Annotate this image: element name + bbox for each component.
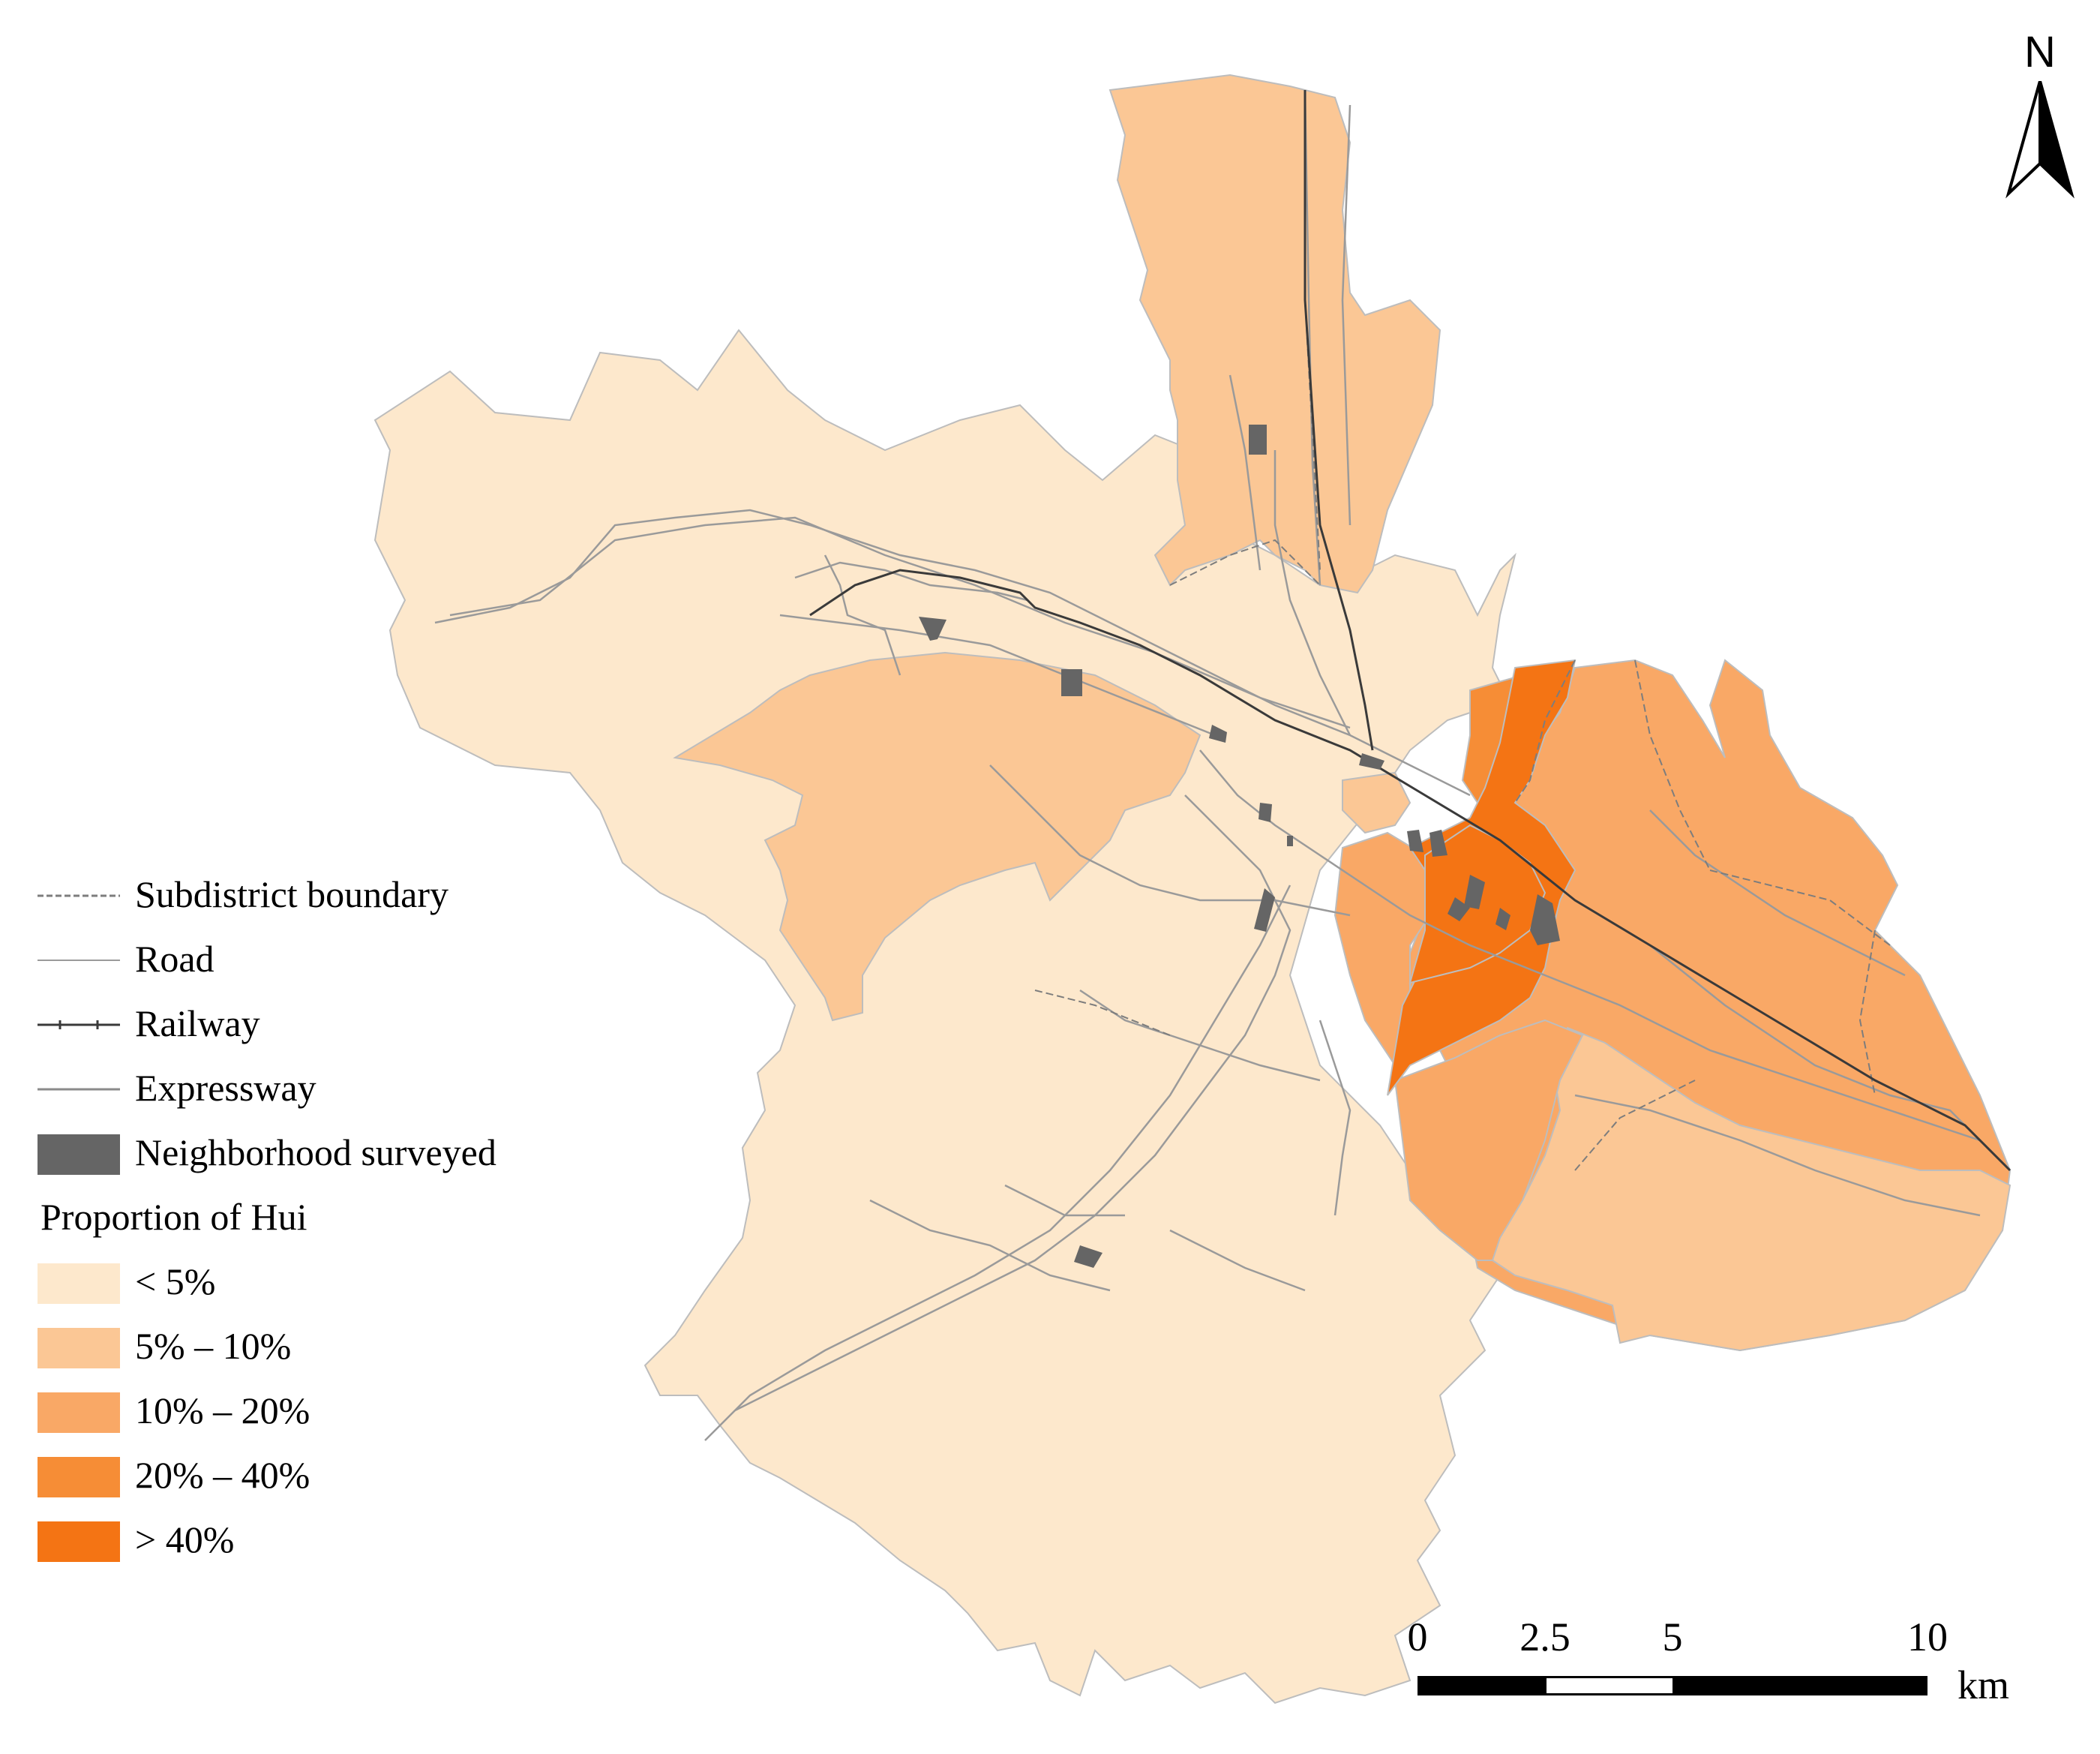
legend-expressway: Expressway	[38, 1056, 608, 1121]
legend-class-5: > 40%	[38, 1508, 608, 1572]
neighborhood-2	[919, 617, 946, 641]
scale-tick-5: 5	[1662, 1614, 1683, 1659]
railway-lines	[809, 90, 2012, 1172]
neighborhood-swatch	[38, 1134, 120, 1175]
legend-title-row: Proportion of Hui	[38, 1185, 608, 1250]
legend-title: Proportion of Hui	[40, 1196, 308, 1238]
neighborhood-14	[1496, 908, 1510, 930]
legend-label-subdistrict-boundary: Subdistrict boundary	[135, 873, 449, 915]
class-swatch-1	[38, 1263, 120, 1304]
legend-road: Road	[38, 927, 608, 992]
scale-seg-2	[1546, 1678, 1672, 1693]
scale-seg-3	[1672, 1678, 1925, 1693]
neighborhood-15	[1074, 1245, 1102, 1268]
scale-segments	[1418, 1676, 1928, 1695]
legend-label-neighborhood: Neighborhood surveyed	[135, 1131, 496, 1173]
legend-class-label-2: 5% – 10%	[135, 1325, 292, 1367]
legend-class-label-1: < 5%	[135, 1260, 216, 1302]
scale-unit: km	[1958, 1662, 2010, 1707]
legend-class-label-4: 20% – 40%	[135, 1454, 310, 1496]
district-center-5to10	[1342, 771, 1412, 834]
scale-bar: 0 2.5 5 10 km	[1395, 1613, 2040, 1725]
neighborhood-12	[1448, 897, 1470, 921]
north-label: N	[2024, 28, 2056, 77]
neighborhood-9	[1407, 830, 1424, 852]
subdistrict-boundary-line-icon	[38, 879, 120, 912]
neighborhood-10	[1430, 830, 1448, 857]
neighborhood-6	[1258, 803, 1272, 822]
legend-railway: Railway	[38, 992, 608, 1056]
neighborhood-11	[1464, 875, 1485, 909]
base-district-layer	[374, 74, 2012, 1704]
legend-class-2: 5% – 10%	[38, 1314, 608, 1379]
legend-subdistrict-boundary: Subdistrict boundary	[38, 863, 608, 927]
class-swatch-4	[38, 1457, 120, 1497]
map-legend: Subdistrict boundary Road Railway Expres…	[38, 863, 608, 1572]
class-swatch-5	[38, 1521, 120, 1562]
legend-class-label-5: > 40%	[135, 1518, 235, 1560]
class-swatch-2	[38, 1328, 120, 1368]
scale-tick-0: 0	[1407, 1614, 1428, 1659]
scale-tick-10: 10	[1907, 1614, 1948, 1659]
neighborhood-7	[1287, 836, 1293, 846]
railway-line-icon	[38, 1008, 120, 1041]
legend-label-expressway: Expressway	[135, 1067, 316, 1109]
neighborhood-8	[1254, 888, 1275, 932]
legend-neighborhood-surveyed: Neighborhood surveyed	[38, 1121, 608, 1185]
class-swatch-3	[38, 1392, 120, 1433]
legend-class-3: 10% – 20%	[38, 1379, 608, 1443]
neighborhood-3	[1061, 669, 1082, 696]
neighborhood-13	[1530, 894, 1560, 945]
road-line-icon	[38, 944, 120, 977]
neighborhoods-surveyed	[919, 425, 1560, 1268]
neighborhood-5	[1359, 753, 1384, 770]
north-arrow: N	[1995, 30, 2085, 210]
neighborhood-1	[1249, 425, 1267, 455]
legend-class-label-3: 10% – 20%	[135, 1389, 310, 1431]
north-arrow-icon	[2006, 81, 2074, 199]
expressway-line-icon	[38, 1073, 120, 1106]
scale-tick-2-5: 2.5	[1520, 1614, 1570, 1659]
legend-label-road: Road	[135, 938, 214, 980]
district-north-5to10	[1108, 74, 1442, 594]
district-west-5to10	[673, 651, 1202, 1022]
legend-class-4: 20% – 40%	[38, 1443, 608, 1508]
legend-class-1: < 5%	[38, 1250, 608, 1314]
legend-label-railway: Railway	[135, 1002, 260, 1044]
scale-seg-1	[1420, 1678, 1546, 1693]
neighborhood-4	[1209, 725, 1227, 743]
district-south-10to20	[1394, 1019, 1584, 1261]
